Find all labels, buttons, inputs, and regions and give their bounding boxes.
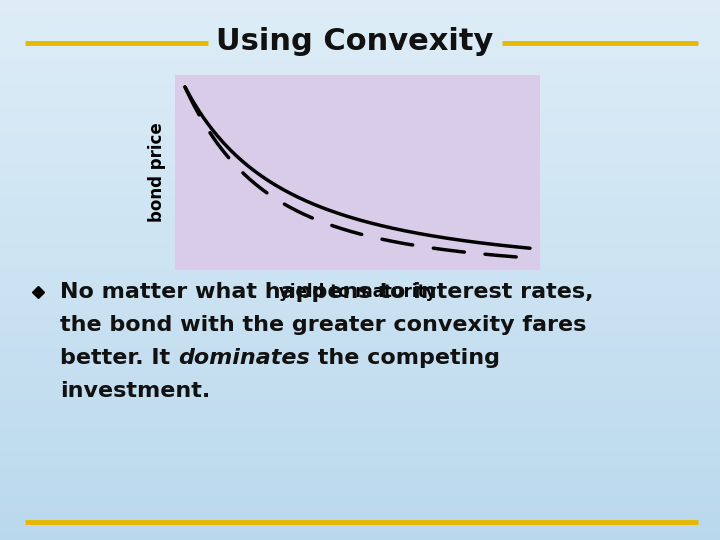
Text: No matter what happens to interest rates,: No matter what happens to interest rates… <box>60 282 593 302</box>
Text: dominates: dominates <box>178 348 310 368</box>
Text: bond price: bond price <box>148 123 166 222</box>
Text: better. It: better. It <box>60 348 178 368</box>
Text: Using Convexity: Using Convexity <box>216 28 494 57</box>
Text: investment.: investment. <box>60 381 210 401</box>
Text: the bond with the greater convexity fares: the bond with the greater convexity fare… <box>60 315 586 335</box>
Bar <box>175 75 540 270</box>
Text: yield to maturity: yield to maturity <box>279 283 436 301</box>
Text: the competing: the competing <box>310 348 500 368</box>
